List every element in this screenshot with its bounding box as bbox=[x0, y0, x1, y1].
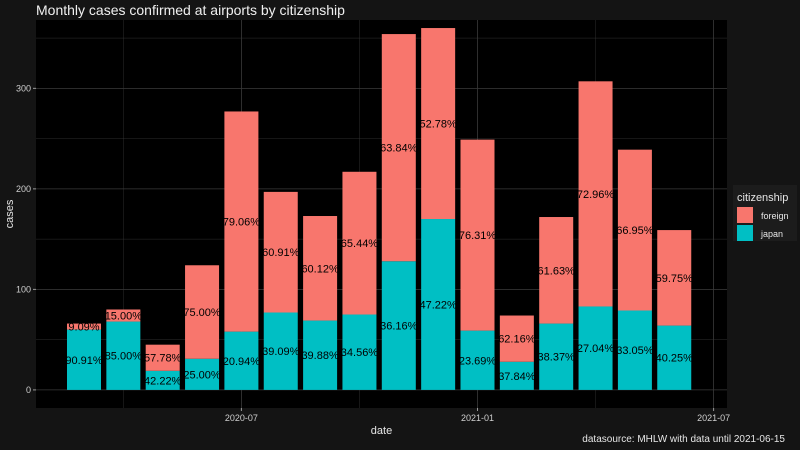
y-axis-title: cases bbox=[4, 199, 16, 228]
bar-japan bbox=[106, 321, 141, 390]
data-label-foreign: 79.06% bbox=[223, 217, 261, 229]
data-label-japan: 38.37% bbox=[538, 352, 576, 364]
data-label-japan: 34.56% bbox=[341, 347, 379, 359]
y-tick-label: 200 bbox=[16, 184, 31, 194]
bar-foreign bbox=[578, 81, 613, 307]
data-label-japan: 20.94% bbox=[223, 356, 261, 368]
data-label-japan: 42.22% bbox=[144, 375, 182, 387]
bar-foreign bbox=[67, 323, 101, 330]
data-labels: 90.91% 9.09% 85.00% 15.00% 42.22% 57.78%25.00… bbox=[65, 119, 693, 388]
data-label-japan: 85.00% bbox=[105, 351, 143, 363]
data-label-japan: 37.84% bbox=[498, 371, 536, 383]
data-label-japan: 27.04% bbox=[577, 343, 615, 355]
bar-foreign bbox=[499, 315, 534, 362]
data-label-foreign: 61.63% bbox=[538, 265, 576, 277]
bar-foreign bbox=[303, 216, 338, 321]
caption: datasource: MHLW with data until 2021-06… bbox=[582, 434, 785, 445]
bar-japan bbox=[185, 358, 220, 390]
bar-foreign bbox=[539, 217, 574, 324]
bar-foreign bbox=[185, 265, 220, 359]
chart-title: Monthly cases confirmed at airports by c… bbox=[36, 2, 345, 18]
bar-foreign bbox=[106, 309, 141, 322]
x-tick-label: 2021-01 bbox=[461, 413, 494, 423]
data-label-foreign: 75.00% bbox=[183, 307, 221, 319]
bar-japan bbox=[67, 329, 101, 390]
data-label-japan: 36.16% bbox=[380, 321, 418, 333]
data-label-japan: 25.00% bbox=[183, 369, 221, 381]
bar-foreign bbox=[460, 139, 495, 331]
data-label-japan: 23.69% bbox=[459, 355, 497, 367]
data-label-japan: 40.25% bbox=[656, 353, 694, 365]
bar-japan bbox=[263, 312, 298, 390]
data-label-japan: 90.91% bbox=[65, 355, 103, 367]
legend-label-japan: japan bbox=[760, 229, 783, 239]
bar-japan bbox=[381, 261, 416, 390]
bar-foreign bbox=[657, 230, 692, 326]
bar-foreign bbox=[342, 171, 377, 315]
data-label-foreign: 76.31% bbox=[459, 230, 497, 242]
y-tick-label: 0 bbox=[26, 385, 31, 395]
data-label-foreign: 15.00% bbox=[105, 311, 143, 323]
bar-japan bbox=[421, 219, 456, 390]
data-label-foreign: 52.78% bbox=[419, 119, 457, 131]
bar-foreign bbox=[224, 111, 259, 332]
y-tick-label: 300 bbox=[16, 83, 31, 93]
data-label-foreign: 62.16% bbox=[498, 334, 536, 346]
y-axis: 0 100 200 300 bbox=[16, 83, 36, 395]
bar-japan bbox=[460, 330, 495, 390]
data-label-foreign: 57.78% bbox=[144, 353, 182, 365]
data-label-foreign: 63.84% bbox=[380, 143, 418, 155]
bar-japan bbox=[578, 306, 613, 390]
legend-label-foreign: foreign bbox=[761, 211, 789, 221]
data-label-japan: 39.09% bbox=[262, 346, 300, 358]
bar-japan bbox=[499, 361, 534, 390]
bar-foreign bbox=[263, 191, 298, 313]
bar-foreign bbox=[145, 344, 180, 371]
bar-japan bbox=[224, 331, 259, 390]
data-label-japan: 33.05% bbox=[616, 345, 654, 357]
data-label-foreign: 60.12% bbox=[301, 263, 339, 275]
y-tick-label: 100 bbox=[16, 284, 31, 294]
data-label-foreign: 72.96% bbox=[577, 189, 615, 201]
legend: citizenship foreign japan bbox=[733, 185, 797, 241]
data-label-foreign: 9.09% bbox=[68, 322, 99, 334]
x-tick-label: 2020-07 bbox=[225, 413, 258, 423]
data-label-foreign: 66.95% bbox=[616, 225, 654, 237]
legend-key-japan bbox=[737, 225, 753, 241]
data-label-foreign: 60.91% bbox=[262, 247, 300, 259]
bar-japan bbox=[657, 325, 692, 390]
data-label-japan: 47.22% bbox=[419, 299, 457, 311]
legend-title: citizenship bbox=[737, 192, 788, 204]
bar-japan bbox=[539, 323, 574, 390]
x-axis-title: date bbox=[371, 425, 392, 437]
bar-foreign bbox=[381, 34, 416, 262]
x-axis: 2020-07 2021-01 2021-07 bbox=[225, 408, 730, 423]
bar-japan bbox=[617, 310, 652, 390]
data-label-foreign: 59.75% bbox=[656, 273, 694, 285]
bars bbox=[67, 28, 692, 390]
bar-japan bbox=[342, 314, 377, 390]
x-tick-label: 2021-07 bbox=[697, 413, 730, 423]
data-label-foreign: 65.44% bbox=[341, 238, 379, 250]
bar-foreign bbox=[421, 28, 456, 220]
bar-japan bbox=[303, 320, 338, 390]
bar-japan bbox=[145, 370, 180, 390]
data-label-japan: 39.88% bbox=[301, 350, 339, 362]
bar-foreign bbox=[617, 149, 652, 311]
legend-key-foreign bbox=[737, 207, 753, 223]
